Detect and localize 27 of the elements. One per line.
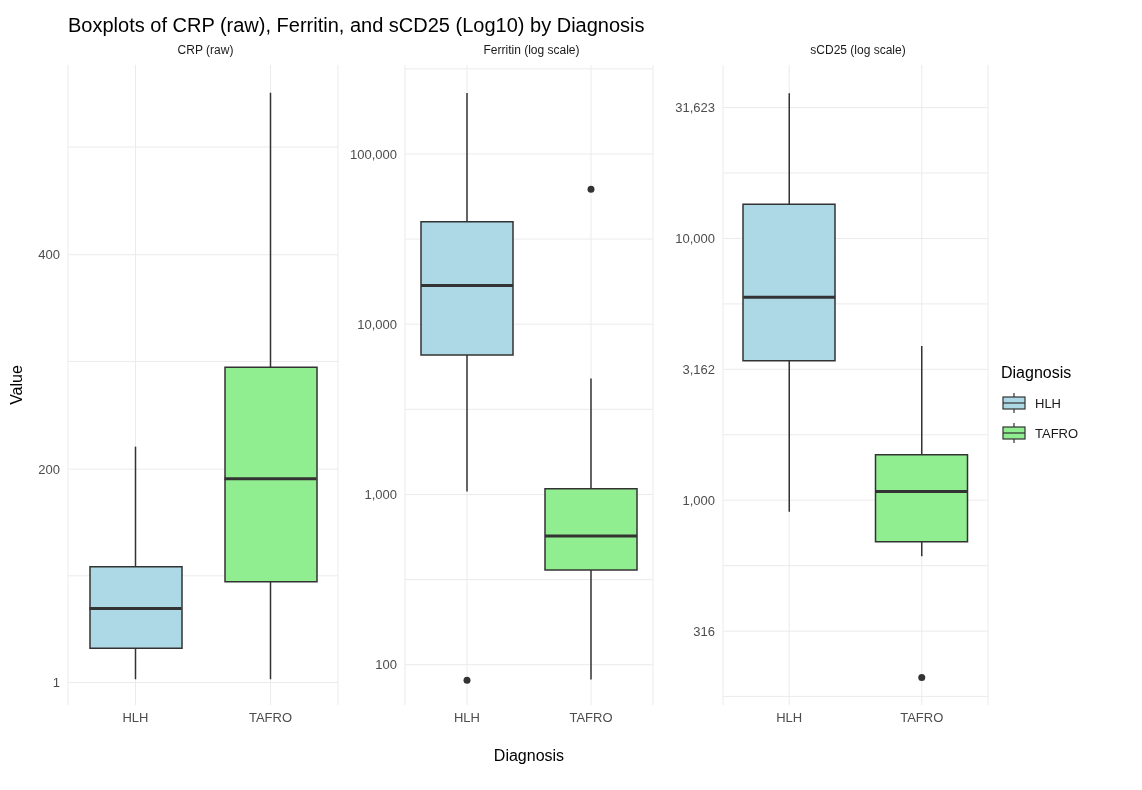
y-tick-label: 31,623 xyxy=(675,100,715,116)
x-tick-label: TAFRO xyxy=(569,710,613,726)
y-tick-label: 100,000 xyxy=(350,146,397,162)
legend-label: HLH xyxy=(1035,395,1062,411)
x-tick-label: HLH xyxy=(776,710,803,726)
chart-subtitle: Ferritin (log scale) xyxy=(482,43,581,59)
y-axis-title: Value xyxy=(7,365,25,405)
y-tick-label: 1 xyxy=(52,675,60,691)
legend-title: Diagnosis xyxy=(1001,364,1073,382)
x-axis-title: Diagnosis xyxy=(493,747,565,764)
y-tick-label: 3,162 xyxy=(682,361,715,377)
y-tick-label: 1,000 xyxy=(364,487,397,503)
x-tick-label: TAFRO xyxy=(248,710,293,726)
y-tick-label: 316 xyxy=(693,623,715,639)
x-tick-label: TAFRO xyxy=(900,710,944,726)
y-tick-label: 1,000 xyxy=(682,492,715,508)
y-tick-label: 10,000 xyxy=(675,231,715,247)
y-tick-label: 10,000 xyxy=(357,316,397,332)
x-tick-label: HLH xyxy=(453,710,481,726)
chart-subtitle: sCD25 (log scale) xyxy=(809,43,907,59)
chart-subtitle: CRP (raw) xyxy=(176,43,235,59)
y-tick-label: 400 xyxy=(38,247,60,263)
x-tick-label: HLH xyxy=(122,710,149,726)
y-tick-label: 100 xyxy=(375,657,397,673)
legend-label: TAFRO xyxy=(1035,425,1079,441)
y-tick-label: 200 xyxy=(38,461,60,477)
chart-title: Boxplots of CRP (raw), Ferritin, and sCD25 (Log10) by Diagnosis xyxy=(67,13,646,38)
